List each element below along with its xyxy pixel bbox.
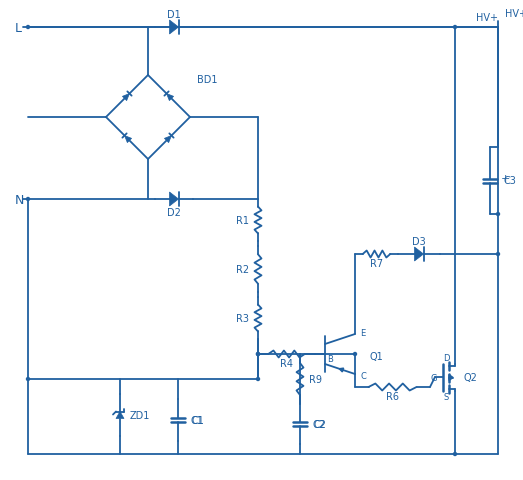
- Text: C: C: [360, 372, 366, 381]
- Polygon shape: [169, 192, 178, 206]
- Text: C2: C2: [312, 419, 325, 429]
- Text: S: S: [444, 393, 449, 402]
- Text: R1: R1: [236, 216, 249, 226]
- Text: R3: R3: [236, 313, 249, 324]
- Polygon shape: [116, 412, 124, 419]
- Circle shape: [453, 453, 457, 456]
- Text: E: E: [360, 328, 365, 337]
- Polygon shape: [124, 136, 132, 144]
- Text: C1: C1: [190, 415, 203, 425]
- Polygon shape: [169, 21, 178, 35]
- Circle shape: [453, 26, 457, 29]
- Text: L: L: [15, 22, 22, 35]
- Text: BD1: BD1: [197, 75, 218, 85]
- Text: R9: R9: [309, 374, 322, 384]
- Text: B: B: [327, 355, 333, 364]
- Circle shape: [256, 353, 259, 356]
- Text: R4: R4: [280, 358, 293, 368]
- Polygon shape: [339, 368, 344, 372]
- Text: N: N: [15, 193, 25, 206]
- Text: R7: R7: [370, 258, 383, 268]
- Text: R6: R6: [386, 391, 399, 401]
- Text: Q1: Q1: [369, 351, 383, 361]
- Circle shape: [27, 198, 29, 201]
- Circle shape: [27, 26, 29, 29]
- Circle shape: [354, 353, 357, 356]
- Circle shape: [496, 213, 499, 216]
- Text: R2: R2: [236, 264, 249, 275]
- Text: HV+: HV+: [505, 9, 523, 19]
- Circle shape: [256, 353, 259, 356]
- Polygon shape: [449, 375, 453, 381]
- Text: D3: D3: [412, 237, 426, 247]
- Text: Q2: Q2: [463, 373, 477, 383]
- Text: ZD1: ZD1: [130, 410, 151, 420]
- Text: +: +: [501, 173, 510, 183]
- Text: C2: C2: [313, 419, 326, 429]
- Text: G: G: [430, 374, 437, 383]
- Text: C3: C3: [503, 176, 516, 186]
- Polygon shape: [122, 95, 130, 101]
- Text: D1: D1: [167, 10, 181, 20]
- Circle shape: [496, 253, 499, 256]
- Text: D: D: [443, 354, 449, 363]
- Text: D2: D2: [167, 207, 181, 217]
- Polygon shape: [164, 136, 172, 144]
- Text: C1: C1: [191, 415, 204, 425]
- Circle shape: [27, 378, 29, 381]
- Circle shape: [256, 378, 259, 381]
- Polygon shape: [415, 248, 424, 262]
- Polygon shape: [166, 95, 174, 101]
- Text: HV+: HV+: [476, 13, 498, 23]
